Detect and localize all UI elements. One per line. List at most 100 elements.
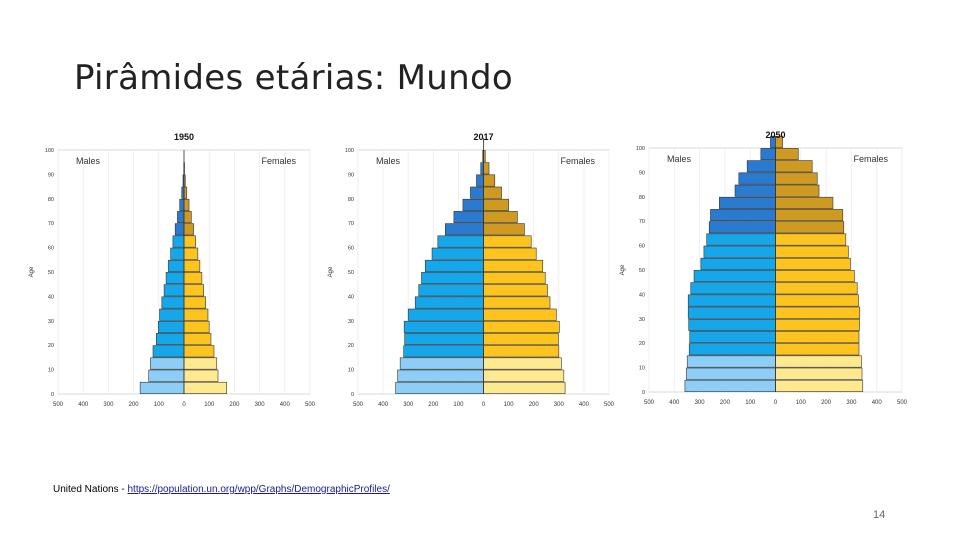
y-tick-label: 60: [348, 246, 354, 252]
x-tick-label: 100: [504, 402, 515, 408]
bar-female-95-99: [775, 148, 799, 161]
bar-male-60-64: [706, 233, 776, 246]
bar-female-30-34: [775, 306, 861, 319]
bar-female-40-44: [183, 284, 204, 297]
bar-female-25-29: [183, 320, 210, 333]
bar-male-65-69: [445, 223, 484, 236]
bar-female-0-4: [483, 381, 566, 394]
bar-male-45-49: [165, 272, 185, 285]
bar-female-35-39: [183, 296, 206, 309]
x-tick-label: 400: [378, 402, 389, 408]
y-tick-label: 10: [639, 366, 645, 372]
bar-male-10-14: [150, 357, 185, 370]
bar-female-90-94: [775, 160, 813, 173]
bar-male-35-39: [687, 294, 776, 307]
bar-female-75-79: [483, 198, 509, 211]
bar-female-65-69: [183, 223, 194, 236]
y-tick-label: 70: [348, 221, 354, 227]
y-tick-label: 30: [348, 319, 354, 325]
bar-female-30-34: [183, 308, 209, 321]
page-number: 14: [873, 509, 886, 521]
bar-female-75-79: [183, 198, 190, 211]
y-tick-label: 80: [348, 197, 354, 203]
y-tick-label: 20: [639, 341, 645, 347]
bar-male-5-9: [686, 367, 776, 380]
slide-title: Pirâmides etárias: Mundo: [74, 58, 513, 98]
legend-females: Females: [853, 154, 888, 164]
legend-males: Males: [667, 154, 692, 164]
bar-female-90-94: [483, 162, 490, 175]
bar-female-25-29: [483, 320, 560, 333]
bar-male-15-19: [403, 345, 484, 358]
bar-male-55-59: [431, 247, 484, 260]
bar-female-5-9: [775, 367, 863, 380]
x-tick-label: 300: [403, 402, 414, 408]
chart-title: 2017: [473, 132, 493, 142]
bar-female-75-79: [775, 196, 834, 209]
bar-female-60-64: [183, 235, 196, 248]
bar-male-75-79: [179, 198, 185, 211]
y-tick-label: 80: [48, 197, 54, 203]
bar-female-50-54: [775, 257, 851, 270]
y-tick-label: 0: [351, 392, 354, 398]
legend-males: Males: [76, 156, 101, 166]
x-tick-label: 200: [428, 402, 439, 408]
y-tick-label: 50: [639, 268, 645, 274]
bar-female-70-74: [775, 209, 844, 222]
x-tick-label: 200: [529, 402, 540, 408]
bar-female-10-14: [183, 357, 218, 370]
pyramid-chart-2050: 2050 Males Females 0 10 20 30 40 50 60 70 80 90 100 Ag…: [620, 130, 908, 406]
y-tick-label: 40: [348, 294, 354, 300]
x-tick-label: 100: [204, 402, 215, 408]
bar-male-90-94: [480, 162, 484, 175]
bar-female-70-74: [183, 211, 192, 224]
bar-male-0-4: [395, 381, 484, 394]
y-tick-label: 90: [348, 172, 354, 178]
bar-male-25-29: [688, 318, 776, 331]
y-tick-label: 100: [45, 148, 54, 154]
y-tick-label: 0: [51, 392, 54, 398]
bar-male-40-44: [418, 284, 484, 297]
y-tick-label: 30: [48, 319, 54, 325]
x-tick-label: 0: [182, 402, 186, 408]
bar-female-55-59: [483, 247, 537, 260]
bar-female-15-19: [483, 345, 560, 358]
x-tick-label: 100: [745, 400, 756, 406]
bar-female-80-84: [775, 184, 820, 197]
chart-title: 1950: [174, 132, 194, 142]
bar-female-65-69: [775, 221, 845, 234]
x-tick-label: 0: [482, 402, 486, 408]
bar-male-55-59: [703, 245, 776, 258]
y-tick-label: 20: [48, 343, 54, 349]
bar-female-20-24: [183, 333, 212, 346]
bar-male-5-9: [148, 369, 185, 382]
bar-female-45-49: [483, 272, 546, 285]
y-tick-label: 20: [348, 343, 354, 349]
source-link[interactable]: https://population.un.org/wpp/Graphs/Dem…: [127, 484, 390, 495]
bar-male-85-89: [476, 174, 484, 187]
y-tick-label: 10: [348, 368, 354, 374]
bar-male-25-29: [403, 320, 484, 333]
bar-male-0-4: [139, 381, 185, 394]
bar-female-0-4: [775, 379, 864, 392]
bar-male-30-34: [159, 308, 185, 321]
bar-female-5-9: [183, 369, 219, 382]
bar-male-35-39: [414, 296, 484, 309]
x-tick-label: 300: [255, 402, 266, 408]
bar-female-55-59: [183, 247, 199, 260]
y-axis-label: Age: [328, 266, 334, 277]
x-tick-label: 200: [129, 402, 140, 408]
bar-male-45-49: [693, 270, 776, 283]
bar-female-50-54: [183, 259, 201, 272]
bar-male-80-84: [734, 184, 776, 197]
bar-female-10-14: [775, 355, 862, 368]
legend-males: Males: [376, 156, 401, 166]
y-tick-label: 90: [48, 172, 54, 178]
x-tick-label: 300: [554, 402, 565, 408]
bar-male-65-69: [708, 221, 776, 234]
x-tick-label: 500: [353, 402, 364, 408]
source-citation: United Nations - https://population.un.o…: [53, 484, 390, 495]
bar-male-45-49: [421, 272, 484, 285]
bar-female-30-34: [483, 308, 557, 321]
x-tick-label: 500: [305, 402, 316, 408]
